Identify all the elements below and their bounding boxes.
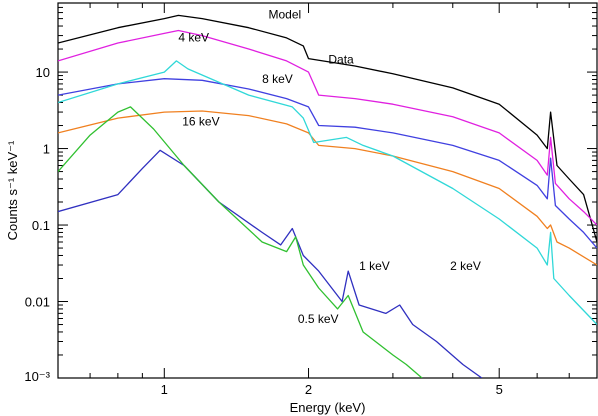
x-axis-title: Energy (keV) xyxy=(290,400,366,415)
label-8-kev: 8 keV xyxy=(262,72,293,86)
label-data: Data xyxy=(328,52,354,66)
label-16-kev: 16 keV xyxy=(182,115,219,129)
series-line-1-kev xyxy=(58,149,483,378)
series-line-0-5-kev xyxy=(58,106,423,378)
label-1-kev: 1 keV xyxy=(359,259,390,273)
y-tick-label: 0.1 xyxy=(32,218,50,233)
x-tick-label: 1 xyxy=(161,382,168,397)
axis-ticks xyxy=(57,2,598,379)
series-line-8-kev xyxy=(58,78,597,249)
tick-labels: 1 2 5 10⁻³ 0.01 0.1 1 10 xyxy=(24,65,502,397)
label-0-5-kev: 0.5 keV xyxy=(298,312,339,326)
label-model: Model xyxy=(269,8,302,22)
x-tick-label: 2 xyxy=(305,382,312,397)
annotations-group: Model 4 keV Data 8 keV 16 keV 1 keV 2 keV 0.5 k… xyxy=(178,8,480,327)
y-tick-label: 10⁻³ xyxy=(24,369,50,384)
y-axis-title: Counts s⁻¹ keV⁻¹ xyxy=(5,140,20,240)
series-line-data xyxy=(58,14,597,243)
y-tick-label: 1 xyxy=(43,142,50,157)
series-line-4-kev xyxy=(58,29,597,226)
x-tick-label: 5 xyxy=(496,382,503,397)
label-4-kev: 4 keV xyxy=(178,31,209,45)
plot-frame xyxy=(57,2,598,379)
label-2-kev: 2 keV xyxy=(450,259,481,273)
series-line-16-kev xyxy=(58,110,597,266)
y-tick-label: 0.01 xyxy=(25,295,50,310)
series-group xyxy=(58,14,597,378)
y-tick-label: 10 xyxy=(36,65,50,80)
series-line-2-kev xyxy=(58,60,597,325)
